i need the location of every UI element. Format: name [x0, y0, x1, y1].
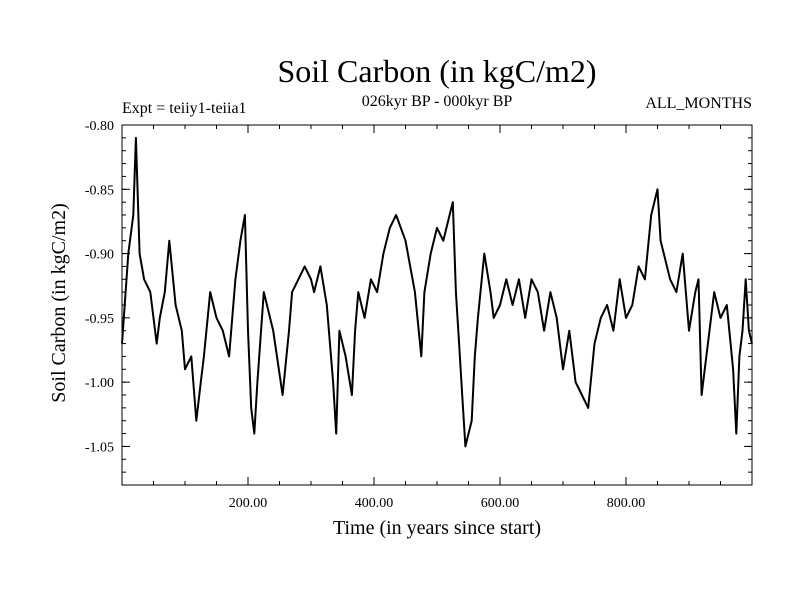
x-tick-label: 200.00: [229, 496, 268, 511]
ticks-layer: -0.80 -0.85 -0.90 -0.95 -1.00 -1.05 200.00 400.…: [85, 119, 753, 511]
y-tick-label: -1.05: [85, 440, 114, 455]
y-tick-label: -0.90: [85, 248, 114, 263]
x-axis-label: Time (in years since start): [333, 517, 541, 539]
x-tick-label: 800.00: [607, 496, 646, 511]
months-label: ALL_MONTHS: [645, 95, 752, 112]
x-tick-label: 400.00: [355, 496, 394, 511]
y-tick-label: -0.95: [85, 312, 114, 327]
chart-subtitle: 026kyr BP - 000kyr BP: [362, 93, 513, 110]
chart-title: Soil Carbon (in kgC/m2): [277, 53, 596, 89]
y-tick-label: -0.85: [85, 183, 114, 198]
series-layer: [121, 136, 753, 448]
y-tick-label: -1.00: [85, 376, 114, 391]
y-axis-label: Soil Carbon (in kgC/m2): [48, 203, 70, 402]
expt-label: Expt = teiiy1-teiia1: [122, 100, 247, 117]
y-tick-label: -0.80: [85, 119, 114, 134]
x-tick-label: 600.00: [481, 496, 520, 511]
plot-frame: [121, 124, 753, 486]
series-line: [121, 136, 753, 448]
